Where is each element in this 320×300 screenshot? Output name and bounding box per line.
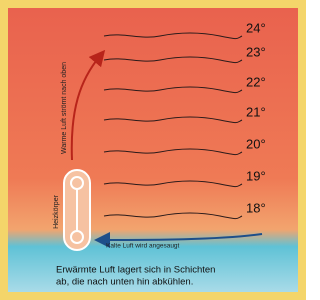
diagram: 24° 23° 22° 21° 20° 19° 18° Warme Luft strömt … bbox=[0, 0, 306, 300]
temperature-label: 22° bbox=[246, 74, 266, 89]
page: 24° 23° 22° 21° 20° 19° 18° Warme Luft strömt … bbox=[0, 0, 306, 300]
caption: ab, die nach unten hin abkühlen. bbox=[56, 277, 193, 288]
temperature-label: 24° bbox=[246, 20, 266, 35]
rising-air-label: Warme Luft strömt nach oben bbox=[61, 62, 68, 154]
temperature-label: 19° bbox=[246, 168, 266, 183]
radiator-label: Heizkörper bbox=[53, 194, 60, 229]
temperature-label: 20° bbox=[246, 136, 266, 151]
temperature-label: 18° bbox=[246, 200, 266, 215]
cold-air-label: Kalte Luft wird angesaugt bbox=[106, 243, 180, 250]
temperature-label: 21° bbox=[246, 104, 266, 119]
temperature-label: 23° bbox=[246, 44, 266, 59]
caption: Erwärmte Luft lagert sich in Schichten bbox=[56, 265, 215, 276]
